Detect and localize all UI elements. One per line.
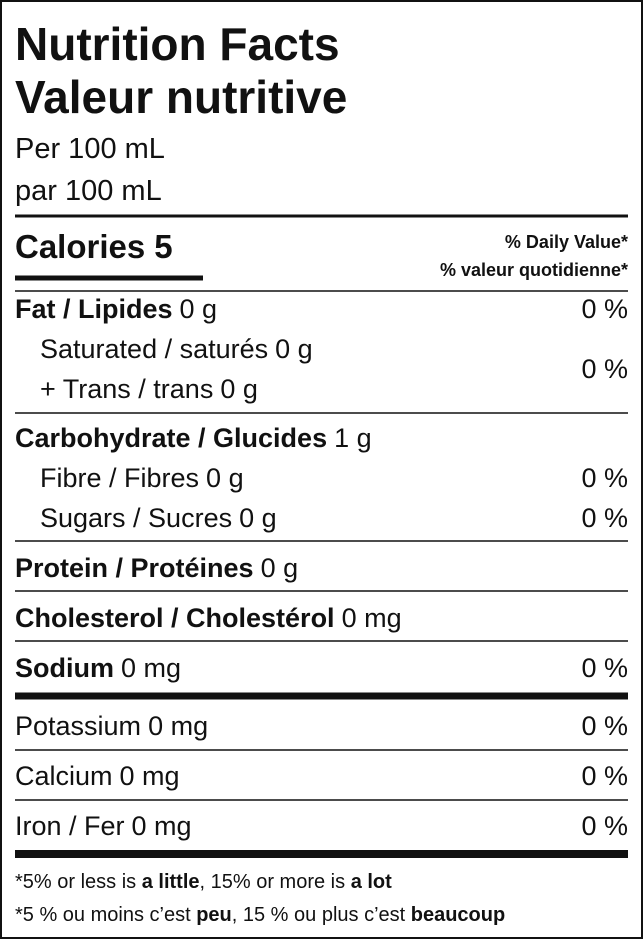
nutrient-name: Potassium bbox=[15, 711, 141, 741]
serving-en: Per 100 mL bbox=[15, 133, 165, 165]
saturated-row: Saturated / saturés 0 g bbox=[40, 334, 313, 364]
footnote-text: beaucoup bbox=[411, 904, 505, 926]
daily-value: 0 % bbox=[581, 811, 628, 841]
nutrient-amount: 0 mg bbox=[132, 811, 192, 841]
nutrient-name: Fibre / Fibres bbox=[40, 463, 199, 493]
nutrient-amount: 0 mg bbox=[120, 761, 180, 791]
protein-row: Protein / Protéines 0 g bbox=[15, 553, 298, 583]
nutrient-amount: 1 g bbox=[334, 423, 372, 453]
daily-value: 0 % bbox=[581, 354, 628, 384]
daily-value: 0 % bbox=[581, 463, 628, 493]
nutrient-amount: 0 mg bbox=[148, 711, 208, 741]
nutrient-name: Carbohydrate / Glucides bbox=[15, 423, 327, 453]
title-en: Nutrition Facts bbox=[15, 18, 340, 70]
footnote-text: peu bbox=[196, 904, 232, 926]
daily-value: 0 % bbox=[581, 294, 628, 324]
sugars-row: Sugars / Sucres 0 g bbox=[40, 503, 277, 533]
footnote-text: , 15 % ou plus c’est bbox=[232, 904, 411, 926]
footnote-fr: *5 % ou moins c’est peu, 15 % ou plus c’… bbox=[15, 904, 505, 926]
calories: Calories 5 bbox=[15, 228, 173, 265]
nutrient-name: + Trans / trans bbox=[40, 374, 213, 404]
carbohydrate-row: Carbohydrate / Glucides 1 g bbox=[15, 423, 372, 453]
footnote-en: *5% or less is a little, 15% or more is … bbox=[15, 871, 392, 893]
nutrient-name: Calcium bbox=[15, 761, 113, 791]
fat-row: Fat / Lipides 0 g bbox=[15, 294, 217, 324]
nutrient-name: Sugars / Sucres bbox=[40, 503, 232, 533]
dv-header-en: % Daily Value* bbox=[505, 232, 628, 252]
footnote-text: , 15% or more is bbox=[200, 871, 351, 893]
serving-fr: par 100 mL bbox=[15, 175, 162, 207]
calories-value: 5 bbox=[154, 228, 172, 265]
nutrient-name: Fat / Lipides bbox=[15, 294, 173, 324]
footnote-text: *5 % ou moins c’est bbox=[15, 904, 196, 926]
title-fr: Valeur nutritive bbox=[15, 71, 347, 123]
daily-value: 0 % bbox=[581, 761, 628, 791]
nutrient-name: Sodium bbox=[15, 653, 114, 683]
nutrient-name: Protein / Protéines bbox=[15, 553, 254, 583]
nutrient-amount: 0 g bbox=[220, 374, 258, 404]
nutrient-amount: 0 g bbox=[206, 463, 244, 493]
fibre-row: Fibre / Fibres 0 g bbox=[40, 463, 244, 493]
nutrient-amount: 0 g bbox=[180, 294, 218, 324]
trans-row: + Trans / trans 0 g bbox=[40, 374, 258, 404]
nutrient-amount: 0 g bbox=[239, 503, 277, 533]
nutrient-name: Cholesterol / Cholestérol bbox=[15, 603, 335, 633]
footnote-text: a lot bbox=[351, 871, 392, 893]
nutrient-name: Iron / Fer bbox=[15, 811, 125, 841]
footnote-text: *5% or less is bbox=[15, 871, 142, 893]
dv-header-fr: % valeur quotidienne* bbox=[440, 260, 628, 280]
daily-value: 0 % bbox=[581, 653, 628, 683]
nutrient-amount: 0 g bbox=[261, 553, 299, 583]
iron-row: Iron / Fer 0 mg bbox=[15, 811, 192, 841]
potassium-row: Potassium 0 mg bbox=[15, 711, 208, 741]
daily-value: 0 % bbox=[581, 503, 628, 533]
nutrient-amount: 0 g bbox=[275, 334, 313, 364]
nutrient-amount: 0 mg bbox=[342, 603, 402, 633]
nutrient-name: Saturated / saturés bbox=[40, 334, 268, 364]
calories-label: Calories bbox=[15, 228, 145, 265]
daily-value: 0 % bbox=[581, 711, 628, 741]
sodium-row: Sodium 0 mg bbox=[15, 653, 181, 683]
cholesterol-row: Cholesterol / Cholestérol 0 mg bbox=[15, 603, 402, 633]
calcium-row: Calcium 0 mg bbox=[15, 761, 180, 791]
nutrient-amount: 0 mg bbox=[121, 653, 181, 683]
footnote-text: a little bbox=[142, 871, 200, 893]
